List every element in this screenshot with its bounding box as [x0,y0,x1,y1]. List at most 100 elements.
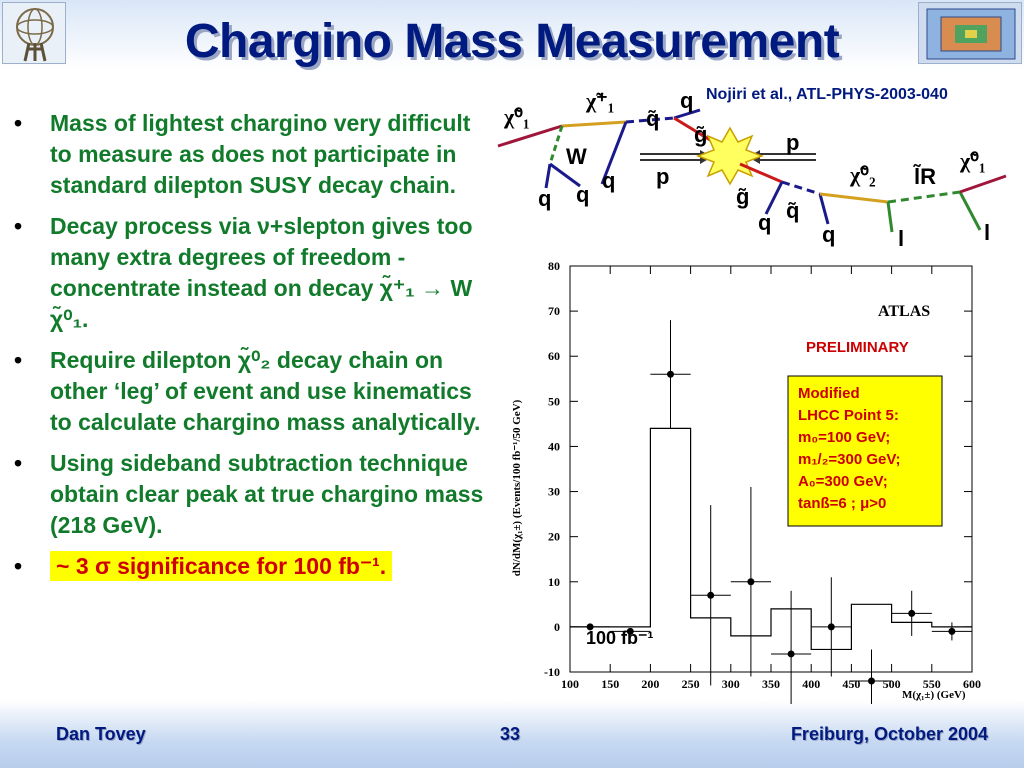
label-w: W [566,144,587,169]
line-l2 [958,191,982,231]
bullet-item: • Mass of lightest chargino very difficu… [14,108,484,201]
line-slepton [887,190,961,204]
line-q3 [600,121,628,185]
line-l1 [886,201,894,233]
bullet-text: Mass of lightest chargino very difficult… [50,110,471,198]
x-tick-label: 500 [883,677,901,691]
bullet-item-highlight: • ~ 3 σ significance for 100 fb⁻¹. [14,551,484,582]
bullet-text: ~ 3 σ significance for 100 fb⁻¹. [50,551,393,581]
atlas-logo [2,2,66,64]
bullet-item: • Decay process via ν+slepton gives too … [14,211,484,335]
citation: Nojiri et al., ATL-PHYS-2003-040 [706,86,948,103]
data-point [787,650,795,658]
y-tick-label: 80 [548,259,560,273]
label-l2: l [984,220,990,245]
label-chi01-right: χ̃⁰₁ [959,148,986,173]
y-tick-label: 60 [548,349,560,363]
param-line: Modified [798,385,860,402]
x-tick-label: 100 [561,677,579,691]
param-line: tanß=6 ; μ>0 [798,495,886,512]
line-q-bottom2 [818,193,830,225]
bullet-dot: • [14,347,23,373]
label-qtilde-bottom: q̃ [786,198,799,223]
param-line: A₀=300 GeV; [798,473,888,490]
line-chargino [561,120,627,128]
x-tick-label: 400 [802,677,820,691]
label-p-left: p [656,164,669,189]
label-q-top: q [680,88,693,113]
label-chi01-left: χ̃⁰₁ [503,104,530,129]
bullet-list: • Mass of lightest chargino very difficu… [14,108,484,592]
y-tick-label: 20 [548,530,560,544]
line-qtilde-top [625,116,675,124]
param-line: m₀=100 GeV; [798,429,890,446]
line-w [548,125,564,165]
line-chi01-right [959,174,1007,194]
x-tick-label: 350 [762,677,780,691]
y-tick-label: 0 [554,620,560,634]
bullet-dot: • [14,553,23,579]
bullet-text: Using sideband subtraction technique obt… [50,450,484,538]
y-tick-label: -10 [544,665,560,679]
label-l1: l [898,226,904,251]
atlas-label: ATLAS [878,303,930,320]
detector-image [918,2,1022,64]
footer-page-number: 33 [500,724,521,744]
data-point [586,623,594,631]
x-tick-label: 150 [601,677,619,691]
x-tick-label: 200 [641,677,659,691]
label-q2: q [576,182,589,207]
label-gtilde-top: g̃ [694,122,707,147]
data-point [827,623,835,631]
y-tick-label: 10 [548,575,560,589]
histogram-line [570,427,972,651]
label-chi02: χ̃⁰₂ [849,162,876,187]
param-line: LHCC Point 5: [798,407,899,424]
y-tick-label: 50 [548,394,560,408]
bullet-item: • Using sideband subtraction technique o… [14,448,484,541]
label-chargino: χ̃⁺₁ [585,88,614,113]
bullet-text: Require dilepton χ̃⁰₂ decay chain on oth… [50,347,481,435]
data-point [667,370,674,378]
data-point [747,578,755,586]
line-q1 [544,163,552,189]
line-q2 [549,162,581,188]
label-q3: q [602,168,615,193]
label-p-right: p [786,130,799,155]
data-point [908,609,916,617]
plot-marks: 100 150 200 250 300 350 400 450 500 550 600 -10 0 10 2… [544,259,981,704]
bullet-dot: • [14,450,23,476]
data-point [948,627,956,635]
line-gtilde-bottom [739,162,783,184]
y-tick-label: 70 [548,304,560,318]
line-q-top [673,108,701,120]
data-point [626,627,634,635]
line-qtilde-bottom [781,180,821,196]
label-q-bottom1: q [758,210,771,235]
data-point [707,591,715,599]
x-tick-label: 550 [923,677,941,691]
chargino-mass-plot: 100 150 200 250 300 350 400 450 500 550 600 -10 0 10 2… [511,259,981,704]
collision-star [695,126,765,186]
x-tick-label: 600 [963,677,981,691]
footer-author: Dan Tovey [56,724,146,744]
line-q-bottom1 [764,181,784,215]
preliminary-label: PRELIMINARY [806,339,909,356]
label-q-bottom2: q [822,222,835,247]
x-axis-title: M(χ₁±) (GeV) [902,689,966,701]
data-point [868,677,875,685]
footer-venue: Freiburg, October 2004 [790,724,988,744]
x-tick-label: 450 [842,677,860,691]
label-gtilde-bottom: g̃ [736,184,749,209]
bullet-dot: • [14,213,23,239]
label-q1: q [538,186,551,211]
bullet-dot: • [14,110,23,136]
y-axis-title: dN/dM(χ₁±) (Events/100 fb⁻¹/50 GeV) [511,399,523,576]
line-chi02 [819,192,889,204]
param-line: m₁/₂=300 GeV; [798,451,901,468]
slide-title: Chargino Mass Measurement [184,15,840,68]
label-lr: l̃R [913,164,936,189]
decay-diagram: χ̃⁰₁ χ̃⁺₁ W q q q q̃ q g̃ p p g̃ q q̃ q … [497,88,1007,251]
x-tick-label: 250 [682,677,700,691]
label-qtilde-top: q̃ [646,106,659,131]
